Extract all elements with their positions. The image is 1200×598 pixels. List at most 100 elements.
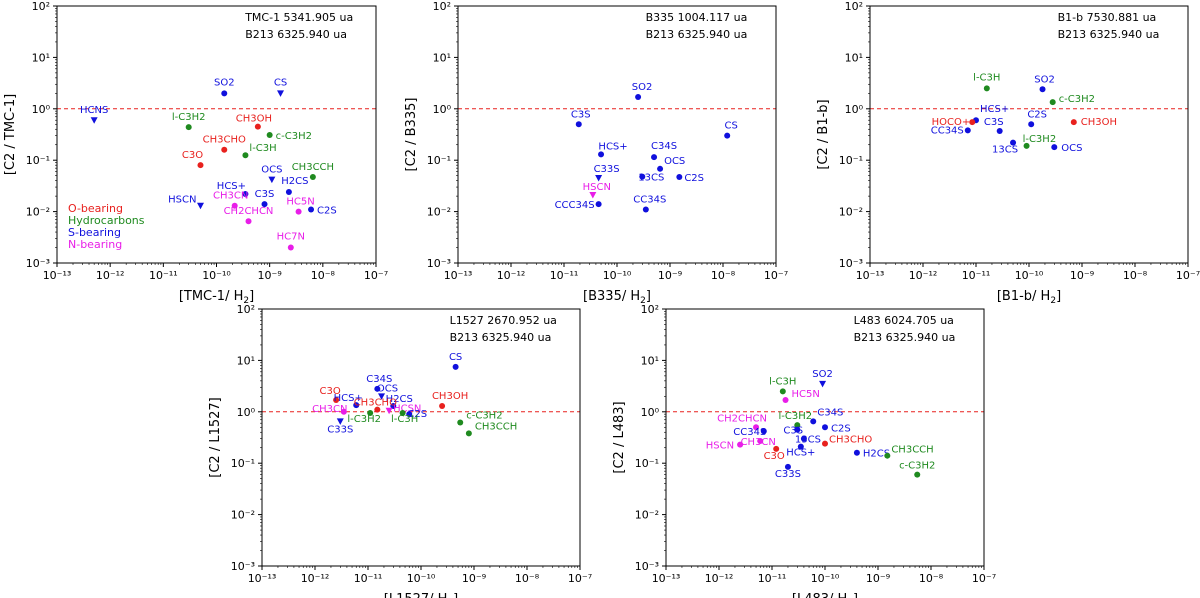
data-point bbox=[399, 409, 406, 416]
data-point bbox=[1049, 99, 1056, 106]
point-label: C3O bbox=[319, 386, 340, 397]
point-label: CH3OH bbox=[432, 391, 468, 402]
point-label: CCC34S bbox=[555, 200, 595, 211]
point-label: CH3CCH bbox=[475, 421, 517, 432]
annotation-line: B213 6325.940 ua bbox=[450, 331, 552, 344]
x-tick-label: 10⁻¹² bbox=[497, 269, 526, 282]
point-label: CS bbox=[449, 352, 462, 363]
x-tick-label: 10⁻¹³ bbox=[856, 269, 885, 282]
data-point bbox=[595, 175, 603, 182]
point-label: CH3OH bbox=[236, 114, 272, 125]
x-tick-label: 10⁻⁸ bbox=[711, 269, 736, 282]
point-label: c-C3H2 bbox=[466, 410, 502, 421]
data-point bbox=[268, 176, 276, 184]
data-point bbox=[964, 127, 971, 134]
point-label: CH3CHO bbox=[203, 135, 246, 146]
x-tick-label: 10⁻⁸ bbox=[1123, 269, 1148, 282]
data-point bbox=[779, 388, 786, 395]
x-tick-label: 10⁻⁷ bbox=[972, 572, 996, 585]
plot-frame bbox=[261, 308, 581, 567]
point-label: HCS+ bbox=[217, 181, 246, 192]
x-axis-label-sub: 2 bbox=[243, 296, 249, 306]
x-tick-label: 10⁻¹³ bbox=[652, 572, 681, 585]
point-label: C2S bbox=[831, 423, 851, 434]
y-tick-label: 10¹ bbox=[845, 51, 863, 64]
x-tick-label: 10⁻⁹ bbox=[258, 269, 282, 282]
panel-l483: 10⁻¹³ 10⁻¹² 10⁻¹¹ 10⁻¹⁰ 10⁻⁹ 10⁻⁸ 10⁻⁷ 10⁻³ 10⁻²… bbox=[612, 303, 996, 598]
data-point bbox=[242, 152, 249, 159]
data-point bbox=[753, 424, 760, 431]
x-axis-label-main: [TMC-1/ H bbox=[179, 289, 244, 304]
point-label: OCS bbox=[261, 165, 282, 176]
point-label: 13CS bbox=[638, 173, 664, 184]
y-tick-label: 10⁰ bbox=[845, 103, 864, 116]
data-point bbox=[465, 430, 472, 437]
y-tick-label: 10⁻² bbox=[635, 509, 659, 522]
data-point bbox=[245, 218, 252, 225]
y-tick-label: 10² bbox=[32, 0, 50, 13]
data-point bbox=[724, 132, 731, 139]
panel-b335: 10⁻¹³ 10⁻¹² 10⁻¹¹ 10⁻¹⁰ 10⁻⁹ 10⁻⁸ 10⁻⁷ 10⁻³ 10⁻²… bbox=[404, 0, 788, 306]
plot-frame bbox=[665, 308, 985, 567]
point-label: l-C3H bbox=[391, 414, 418, 425]
y-tick-label: 10⁻² bbox=[427, 206, 451, 219]
x-tick-label: 10⁻¹¹ bbox=[962, 269, 991, 282]
data-point bbox=[266, 131, 273, 138]
point-label: H2CS bbox=[281, 176, 308, 187]
legend-item: N-bearing bbox=[68, 238, 122, 251]
x-tick-label: 10⁻¹¹ bbox=[550, 269, 579, 282]
data-point bbox=[390, 402, 397, 409]
point-label: C34S bbox=[651, 141, 677, 152]
data-point bbox=[996, 127, 1003, 134]
point-label: 13CS bbox=[992, 145, 1018, 156]
point-label: CC34S bbox=[931, 125, 964, 136]
x-tick-label: 10⁻¹² bbox=[301, 572, 330, 585]
point-label: C3S bbox=[255, 189, 275, 200]
annotation-line: L1527 2670.952 ua bbox=[450, 314, 557, 327]
x-axis-label-main: [B1-b/ H bbox=[997, 289, 1051, 304]
data-point bbox=[285, 189, 292, 196]
data-point bbox=[340, 408, 347, 415]
point-label: C34S bbox=[366, 374, 392, 385]
point-label: C2S bbox=[684, 173, 704, 184]
x-axis-label: [B1-b/ H2] bbox=[997, 289, 1061, 306]
data-point bbox=[797, 443, 804, 450]
x-tick-label: 10⁻⁹ bbox=[866, 572, 890, 585]
point-label: C3S bbox=[571, 109, 591, 120]
data-point bbox=[657, 165, 664, 172]
point-label: CH3CHO bbox=[354, 398, 397, 409]
y-tick-label: 10⁻³ bbox=[26, 257, 50, 270]
point-label: CH2CHCN bbox=[224, 206, 274, 217]
data-point bbox=[374, 406, 381, 413]
data-point bbox=[810, 418, 817, 425]
y-axis-label: [C2 / L1527] bbox=[208, 397, 223, 477]
point-label: c-C3H2 bbox=[276, 131, 312, 142]
x-tick-label: 10⁻⁹ bbox=[658, 269, 682, 282]
y-tick-label: 10¹ bbox=[237, 354, 255, 367]
annotation-line: TMC-1 5341.905 ua bbox=[244, 11, 353, 24]
annotation-line: B335 1004.117 ua bbox=[646, 11, 748, 24]
x-axis-label: [L483/ H2] bbox=[792, 592, 858, 598]
data-point bbox=[336, 418, 344, 425]
data-point bbox=[794, 422, 801, 429]
point-label: C33S bbox=[327, 424, 353, 435]
point-label: l-C3H2 bbox=[172, 112, 206, 123]
x-axis-label-main: [L483/ H bbox=[792, 592, 847, 598]
point-label: HCNS bbox=[80, 105, 108, 116]
point-label: CC34S bbox=[733, 427, 766, 438]
data-point bbox=[1028, 121, 1035, 128]
point-label: C2S bbox=[407, 409, 427, 420]
data-point bbox=[1051, 144, 1058, 151]
point-label: CH2CHCN bbox=[717, 413, 767, 424]
data-point bbox=[277, 90, 285, 97]
point-label: HSCN bbox=[706, 441, 734, 452]
data-point bbox=[1010, 139, 1017, 146]
data-point bbox=[1070, 119, 1077, 126]
point-label: C3S bbox=[783, 426, 803, 437]
y-tick-label: 10⁻¹ bbox=[26, 154, 50, 167]
point-label: HC5N bbox=[792, 389, 820, 400]
point-label: CH3OH bbox=[1081, 117, 1117, 128]
data-point bbox=[452, 363, 459, 370]
data-point bbox=[231, 202, 238, 209]
point-label: HCS+ bbox=[334, 393, 363, 404]
